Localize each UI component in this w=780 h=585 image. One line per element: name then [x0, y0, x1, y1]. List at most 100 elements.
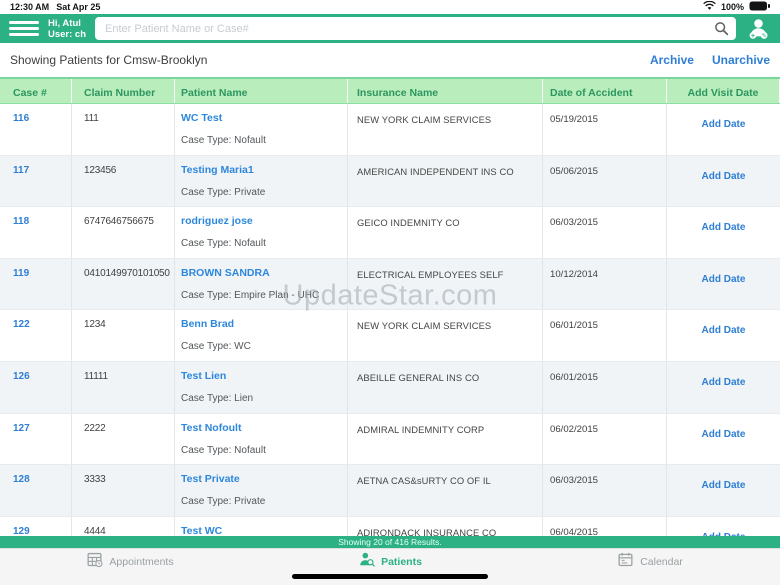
clock: 12:30 AM	[10, 2, 50, 12]
case-type-label: Case Type: Private	[181, 186, 266, 198]
case-number-link[interactable]: 118	[13, 216, 30, 228]
list-toolbar: Showing Patients for Cmsw-Brooklyn Archi…	[0, 43, 780, 77]
add-date-link[interactable]: Add Date	[701, 376, 746, 388]
table-row: 126 11111 Test Lien Case Type: Lien ABEI…	[0, 361, 780, 414]
case-type-label: Case Type: Empire Plan - UHC	[181, 289, 320, 301]
add-date-link[interactable]: Add Date	[701, 222, 746, 234]
case-number-link[interactable]: 127	[13, 422, 30, 434]
patient-name-link[interactable]: Test WC	[181, 524, 223, 536]
appointments-icon	[86, 551, 103, 573]
date-of-accident: 05/19/2015	[543, 104, 667, 155]
case-number-link[interactable]: 126	[13, 370, 30, 382]
home-indicator[interactable]	[292, 574, 488, 579]
bottom-tab-bar: Appointments Patients	[0, 548, 780, 585]
patients-icon	[358, 551, 375, 573]
patients-table: 116 111 WC Test Case Type: Nofault NEW Y…	[0, 104, 780, 536]
add-date-link[interactable]: Add Date	[702, 532, 746, 536]
add-date-link[interactable]: Add Date	[701, 119, 746, 130]
claim-number: 3333	[72, 465, 175, 516]
battery-icon	[749, 1, 770, 13]
archive-button[interactable]: Archive	[649, 53, 694, 67]
claim-number: 1234	[72, 310, 175, 361]
patient-name-link[interactable]: Test Private	[181, 473, 240, 486]
insurance-name: AETNA CAS&sURTY CO OF IL	[348, 465, 543, 516]
table-row: 128 3333 Test Private Case Type: Private…	[0, 465, 780, 517]
add-date-link[interactable]: Add Date	[701, 480, 746, 492]
insurance-name: ADIRONDACK INSURANCE CO	[348, 516, 543, 536]
insurance-name: ELECTRICAL EMPLOYEES SELF	[348, 258, 543, 310]
patient-name-link[interactable]: Test Nofoult	[181, 421, 242, 434]
claim-number: 123456	[72, 155, 175, 207]
date: Sat Apr 25	[56, 2, 101, 12]
case-number-link[interactable]: 128	[13, 474, 30, 486]
calendar-icon	[617, 551, 634, 573]
table-row: 122 1234 Benn Brad Case Type: WC NEW YOR…	[0, 310, 780, 362]
table-row: 117 123456 Testing Maria1 Case Type: Pri…	[0, 155, 780, 208]
date-of-accident: 10/12/2014	[543, 258, 667, 310]
case-type-label: Case Type: Nofault	[181, 135, 266, 146]
unarchive-button[interactable]: Unarchive	[711, 53, 770, 67]
patient-name-link[interactable]: Benn Brad	[181, 318, 235, 331]
add-patient-icon[interactable]: + ✎	[745, 16, 771, 42]
date-of-accident: 06/01/2015	[543, 361, 667, 413]
search-icon[interactable]	[714, 21, 729, 41]
add-date-link[interactable]: Add Date	[701, 325, 746, 337]
column-header: Insurance Name	[348, 79, 543, 103]
status-bar: 12:30 AM Sat Apr 25 100%	[0, 0, 780, 14]
search-bar	[95, 17, 736, 40]
claim-number: 111	[72, 104, 175, 155]
table-row: 127 2222 Test Nofoult Case Type: Nofault…	[0, 413, 780, 466]
tab-patients[interactable]: Patients	[260, 549, 520, 585]
case-number-link[interactable]: 116	[13, 113, 30, 124]
case-number-link[interactable]: 122	[13, 319, 30, 331]
tab-appointments-label: Appointments	[109, 556, 174, 568]
tab-appointments[interactable]: Appointments	[0, 549, 260, 585]
insurance-name: AMERICAN INDEPENDENT INS CO	[348, 155, 543, 207]
insurance-name: NEW YORK CLAIM SERVICES	[348, 104, 543, 155]
case-number-link[interactable]: 117	[13, 164, 30, 176]
add-date-link[interactable]: Add Date	[701, 170, 746, 182]
date-of-accident: 06/03/2015	[543, 465, 667, 516]
add-date-link[interactable]: Add Date	[701, 273, 746, 285]
search-input[interactable]	[95, 17, 736, 40]
case-number-link[interactable]: 129	[13, 525, 30, 536]
table-row: 129 4444 Test WC ADIRONDACK INSURANCE CO…	[0, 516, 780, 536]
date-of-accident: 06/02/2015	[543, 413, 667, 465]
menu-icon[interactable]	[9, 21, 39, 36]
claim-number: 0410149970101050	[72, 258, 175, 310]
case-type-label: Case Type: Lien	[181, 392, 254, 404]
claim-number: 6747646756675	[72, 207, 175, 258]
column-header: Date of Accident	[543, 79, 667, 103]
patient-name-link[interactable]: WC Test	[181, 112, 223, 124]
tab-calendar[interactable]: Calendar	[520, 549, 780, 585]
results-count-bar: Showing 20 of 416 Results.	[0, 536, 780, 548]
table-row: 118 6747646756675 rodriguez jose Case Ty…	[0, 207, 780, 259]
case-type-label: Case Type: Private	[181, 496, 266, 508]
insurance-name: ADMIRAL INDEMNITY CORP	[348, 413, 543, 465]
app-header: Hi, Atul User: ch + ✎	[0, 14, 780, 43]
claim-number: 2222	[72, 413, 175, 465]
tab-calendar-label: Calendar	[640, 556, 683, 568]
patient-name-link[interactable]: rodriguez jose	[181, 215, 253, 228]
patient-name-link[interactable]: Test Lien	[181, 369, 227, 382]
insurance-name: GEICO INDEMNITY CO	[348, 207, 543, 258]
column-header: Add Visit Date	[667, 79, 780, 103]
svg-text:✎: ✎	[761, 33, 766, 40]
column-header: Patient Name	[175, 79, 348, 103]
table-row: 119 0410149970101050 BROWN SANDRA Case T…	[0, 258, 780, 311]
add-date-link[interactable]: Add Date	[701, 428, 746, 440]
patient-name-link[interactable]: Testing Maria1	[181, 163, 254, 176]
table-header: Case # Claim Number Patient Name Insuran…	[0, 77, 780, 104]
greeting-user: User: ch	[48, 28, 87, 40]
battery-percent: 100%	[720, 2, 744, 12]
patient-name-link[interactable]: BROWN SANDRA	[181, 266, 270, 279]
date-of-accident: 06/01/2015	[543, 310, 667, 361]
greeting-name: Hi, Atul	[48, 17, 81, 29]
case-number-link[interactable]: 119	[13, 267, 30, 279]
tab-patients-label: Patients	[381, 556, 422, 568]
claim-number: 4444	[72, 516, 175, 536]
claim-number: 11111	[72, 361, 175, 413]
insurance-name: NEW YORK CLAIM SERVICES	[348, 310, 543, 361]
insurance-name: ABEILLE GENERAL INS CO	[348, 361, 543, 413]
